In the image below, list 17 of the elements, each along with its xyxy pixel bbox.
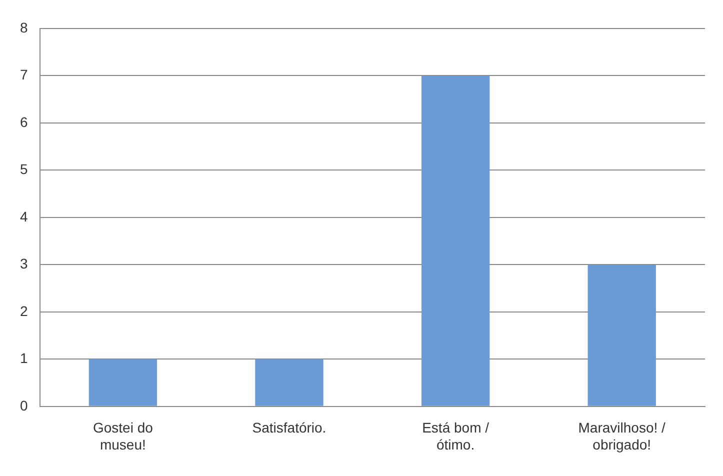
x-tick-label: Está bom / ótimo. <box>422 420 490 452</box>
bar <box>88 359 158 406</box>
y-tick-label: 2 <box>20 302 28 319</box>
y-tick-label: 0 <box>20 397 28 414</box>
bar <box>588 264 656 406</box>
y-tick-label: 4 <box>20 208 28 224</box>
y-tick-label: 1 <box>20 350 28 366</box>
bar <box>421 76 490 406</box>
y-tick-label: 6 <box>20 114 28 130</box>
y-tick-label: 3 <box>20 256 28 272</box>
bar <box>255 359 324 406</box>
x-tick-label: Gostei do museu! <box>92 420 154 452</box>
x-tick-label: Maravilhoso! / obrigado! <box>578 420 666 452</box>
y-tick-label: 7 <box>20 66 28 83</box>
x-tick-label: Satisfatório. <box>252 420 326 436</box>
y-tick-label: 8 <box>20 19 28 36</box>
y-tick-label: 5 <box>20 161 28 178</box>
